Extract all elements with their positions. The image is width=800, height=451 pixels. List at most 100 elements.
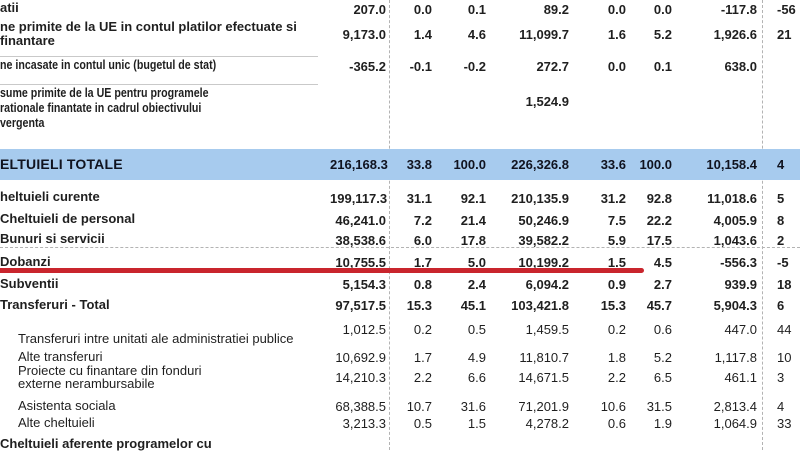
cell-value-edge-clipped: 8: [777, 212, 785, 228]
row-label: Asistenta sociala: [18, 398, 116, 413]
table-row: Subventii 5,154.3 0.8 2.4 6,094.2 0.9 2.…: [0, 277, 800, 293]
cell-value-7: -117.8: [720, 1, 757, 17]
cell-value-5: 0.0: [607, 1, 626, 17]
row-label: sume primite de la UE pentru programele r…: [0, 85, 209, 130]
cell-value-5: 1.6: [607, 26, 626, 42]
cell-value-edge-clipped: 2: [777, 232, 785, 248]
cell-value-6: 31.5: [646, 399, 672, 414]
cell-value-2: 0.2: [413, 322, 432, 337]
cell-value-4: 1,524.9: [525, 94, 569, 109]
table-row: Transferuri intre unitati ale administra…: [0, 321, 800, 347]
cell-value-7: 1,926.6: [713, 26, 757, 42]
cell-value-2: -0.1: [409, 58, 432, 74]
cell-value-2: 0.5: [413, 416, 432, 431]
cell-value-1: 46,241.0: [335, 212, 386, 228]
cell-value-6: 92.8: [646, 190, 672, 206]
cell-value-1: 38,538.6: [335, 232, 386, 248]
table-row: sume primite de la UE pentru programele r…: [0, 85, 800, 130]
cell-value-6: 45.7: [646, 298, 672, 313]
cell-value-4: 10,199.2: [518, 255, 569, 270]
cell-value-6: 5.2: [653, 26, 672, 42]
cell-value-3: 2.4: [467, 277, 486, 292]
horizontal-dashed-gridline: [0, 247, 800, 248]
cell-value-3: 31.6: [460, 399, 486, 414]
cell-value-edge-clipped: 3: [777, 369, 785, 385]
row-border-line: [0, 84, 318, 85]
cell-value-2: 1.4: [413, 26, 432, 42]
table-row: Transferuri - Total 97,517.5 15.3 45.1 1…: [0, 298, 800, 314]
cell-value-edge-clipped: -56: [777, 1, 796, 17]
cell-value-3: 4.9: [467, 350, 486, 365]
table-row: Cheltuieli aferente programelor cu: [0, 437, 800, 451]
cell-value-4: 210,135.9: [511, 190, 569, 206]
cell-value-edge-clipped: 21: [777, 26, 792, 42]
cell-value-4: 50,246.9: [518, 212, 569, 228]
cell-value-edge-clipped: 10: [777, 350, 792, 365]
cell-value-2: 15.3: [406, 298, 432, 313]
cell-value-edge-clipped: 4: [777, 157, 785, 172]
row-label: Dobanzi: [0, 254, 51, 269]
cell-value-5: 5.9: [607, 232, 626, 248]
cell-value-7: 461.1: [724, 369, 757, 385]
cell-value-4: 11,810.7: [519, 350, 569, 365]
cell-value-1: 68,388.5: [335, 399, 386, 414]
cell-value-1: 207.0: [353, 1, 386, 17]
vertical-dashed-gridline: [762, 0, 763, 450]
cell-value-5: 2.2: [607, 369, 626, 385]
cell-value-7: 5,904.3: [713, 298, 757, 313]
cell-value-5: 1.5: [607, 255, 626, 270]
row-label: Alte transferuri: [18, 349, 103, 364]
cell-value-2: 1.7: [413, 350, 432, 365]
table-row: atii 207.0 0.0 0.1 89.2 0.0 0.0 -117.8 -…: [0, 1, 800, 17]
cell-value-1: 10,755.5: [335, 255, 386, 270]
cell-value-3: 21.4: [460, 212, 486, 228]
table-row: ELTUIELI TOTALE 216,168.3 33.8 100.0 226…: [0, 149, 800, 180]
cell-value-2: 1.7: [413, 255, 432, 270]
cell-value-6: 4.5: [653, 255, 672, 270]
table-row: Alte transferuri 10,692.9 1.7 4.9 11,810…: [0, 349, 800, 366]
cell-value-6: 22.2: [646, 212, 672, 228]
cell-value-edge-clipped: 6: [777, 298, 785, 313]
red-underline-annotation: [0, 268, 644, 273]
cell-value-3: 17.8: [460, 232, 486, 248]
cell-value-3: 4.6: [467, 26, 486, 42]
row-label: Cheltuieli aferente programelor cu: [0, 436, 212, 451]
cell-value-7: 939.9: [724, 277, 757, 292]
cell-value-4: 89.2: [543, 1, 569, 17]
cell-value-7: 1,043.6: [713, 232, 757, 248]
cell-value-2: 33.8: [406, 157, 432, 172]
cell-value-4: 103,421.8: [511, 298, 569, 313]
table-row: Dobanzi 10,755.5 1.7 5.0 10,199.2 1.5 4.…: [0, 254, 800, 271]
cell-value-1: 216,168.3: [330, 157, 388, 172]
cell-value-5: 0.0: [607, 58, 626, 74]
cell-value-1: 14,210.3: [335, 369, 386, 385]
cell-value-5: 7.5: [607, 212, 626, 228]
cell-value-7: 638.0: [724, 58, 757, 74]
cell-value-3: 6.6: [467, 369, 486, 385]
cell-value-5: 33.6: [600, 157, 626, 172]
cell-value-6: 17.5: [646, 232, 672, 248]
cell-value-7: -556.3: [720, 255, 757, 270]
cell-value-7: 11,018.6: [707, 190, 757, 206]
table-row: heltuieli curente 199,117.3 31.1 92.1 21…: [0, 190, 800, 206]
row-label: Bunuri si servicii: [0, 231, 105, 246]
cell-value-5: 1.8: [607, 350, 626, 365]
cell-value-6: 5.2: [653, 350, 672, 365]
cell-value-6: 0.0: [653, 1, 672, 17]
cell-value-3: -0.2: [463, 58, 486, 74]
cell-value-1: 3,213.3: [342, 416, 386, 431]
cell-value-4: 1,459.5: [525, 322, 569, 337]
cell-value-7: 2,813.4: [713, 399, 757, 414]
cell-value-5: 0.6: [607, 416, 626, 431]
cell-value-2: 0.8: [413, 277, 432, 292]
row-label: heltuieli curente: [0, 189, 100, 204]
vertical-dashed-gridline: [389, 0, 390, 450]
table-row: Bunuri si servicii 38,538.6 6.0 17.8 39,…: [0, 232, 800, 248]
cell-value-4: 14,671.5: [518, 369, 569, 385]
cell-value-7: 447.0: [724, 322, 757, 337]
cell-value-4: 39,582.2: [518, 232, 569, 248]
cell-value-3: 0.1: [467, 1, 486, 17]
cell-value-7: 10,158.4: [706, 157, 757, 172]
